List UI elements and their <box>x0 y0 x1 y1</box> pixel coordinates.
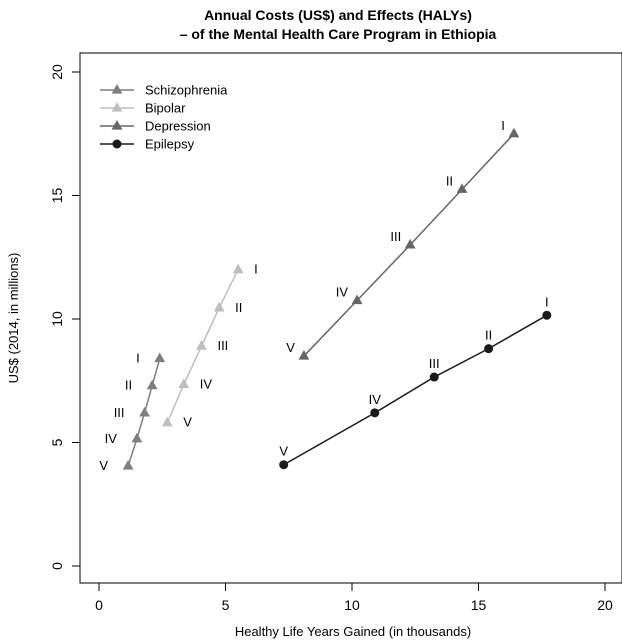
point-label: III <box>114 405 125 420</box>
x-axis-label: Healthy Life Years Gained (in thousands) <box>235 624 471 639</box>
point-label: IV <box>369 392 382 407</box>
legend-item-bipolar: Bipolar <box>100 101 186 116</box>
point-label: II <box>485 328 492 343</box>
x-tick-label: 10 <box>344 597 360 613</box>
legend-marker <box>111 120 123 130</box>
y-axis-label: US$ (2014, in millions) <box>6 253 21 384</box>
data-point <box>196 340 207 350</box>
legend-label: Epilepsy <box>145 137 195 152</box>
legend-marker <box>112 139 122 149</box>
point-label: V <box>286 340 295 355</box>
data-point <box>484 344 494 354</box>
chart-title: Annual Costs (US$) and Effects (HALYs) <box>204 7 472 23</box>
legend-marker <box>111 102 123 112</box>
data-point <box>429 372 439 382</box>
y-axis: 0 5 10 15 20 <box>49 64 81 570</box>
data-point <box>154 352 166 363</box>
legend: Schizophrenia Bipolar Depression Epilepsy <box>100 83 228 152</box>
point-label: I <box>501 118 505 133</box>
point-label: I <box>545 294 549 309</box>
point-label: V <box>279 444 288 459</box>
y-tick-label: 15 <box>49 188 65 204</box>
y-tick-label: 20 <box>49 64 65 80</box>
data-point <box>146 379 158 390</box>
point-label: IV <box>105 431 118 446</box>
x-tick-label: 0 <box>95 597 103 613</box>
data-point <box>139 406 150 417</box>
data-point <box>232 263 244 274</box>
data-point <box>351 294 363 305</box>
data-point <box>370 408 380 418</box>
y-tick-label: 0 <box>49 562 65 570</box>
data-point <box>161 416 173 427</box>
x-tick-label: 20 <box>597 597 613 613</box>
point-label: III <box>390 229 401 244</box>
data-point <box>279 460 289 470</box>
point-label: III <box>217 338 228 353</box>
point-label: II <box>125 378 132 393</box>
point-label: II <box>446 173 453 188</box>
data-point <box>508 127 520 138</box>
point-label: I <box>254 262 258 277</box>
point-label: III <box>429 356 440 371</box>
legend-item-depression: Depression <box>100 119 211 134</box>
data-point <box>213 301 225 312</box>
chart-subtitle: – of the Mental Health Care Program in E… <box>180 26 497 42</box>
legend-item-epilepsy: Epilepsy <box>100 137 195 152</box>
legend-marker <box>111 84 123 94</box>
legend-label: Schizophrenia <box>145 83 228 98</box>
x-tick-label: 5 <box>222 597 230 613</box>
x-tick-label: 15 <box>471 597 487 613</box>
data-point <box>456 183 468 193</box>
legend-item-schizophrenia: Schizophrenia <box>100 83 228 98</box>
point-label: II <box>235 300 242 315</box>
point-label: V <box>99 458 108 473</box>
legend-label: Depression <box>145 119 211 134</box>
point-label: IV <box>200 376 213 391</box>
data-point <box>178 378 190 389</box>
point-label: V <box>183 415 192 430</box>
y-tick-label: 10 <box>49 311 65 327</box>
y-tick-label: 5 <box>49 438 65 446</box>
data-point <box>131 432 143 443</box>
point-label: IV <box>336 284 349 299</box>
point-label: I <box>136 351 140 366</box>
data-point <box>122 459 134 470</box>
legend-label: Bipolar <box>145 101 186 116</box>
data-point <box>298 350 310 360</box>
data-point <box>404 238 416 249</box>
data-point <box>542 310 552 320</box>
series-line <box>283 314 548 466</box>
x-axis: 0 5 10 15 20 <box>95 582 613 613</box>
